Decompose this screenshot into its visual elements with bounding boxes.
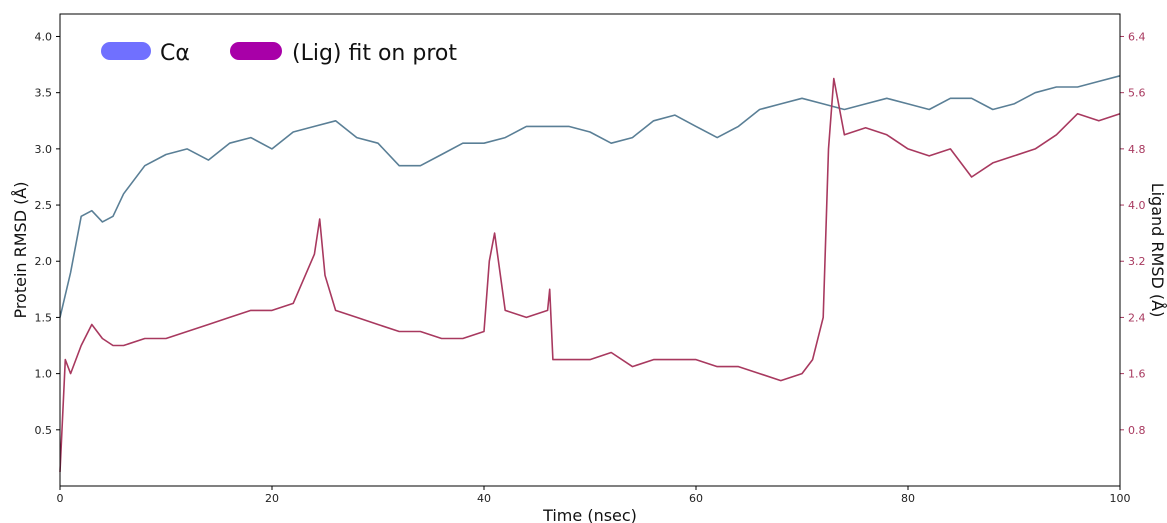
x-tick-label: 0: [57, 492, 64, 505]
legend: Cα (Lig) fit on prot: [101, 41, 457, 66]
series-line-ligand: [59, 77, 1121, 473]
series-line-protein: [59, 75, 1121, 318]
y-axis-label: Protein RMSD (Å): [11, 181, 30, 318]
y-tick-label: 3.0: [35, 143, 53, 156]
y-tick-label: 1.5: [35, 311, 53, 324]
y-tick-label: 2.0: [35, 255, 53, 268]
legend-swatch-protein: [101, 42, 151, 60]
y-tick-label: 0.5: [35, 424, 53, 437]
x-tick-label: 20: [265, 492, 279, 505]
x-tick-label: 60: [689, 492, 703, 505]
plot-frame: [59, 13, 1121, 487]
y2-tick-label: 3.2: [1128, 255, 1146, 268]
series-layer: [59, 75, 1121, 473]
y2-tick-label: 6.4: [1128, 30, 1146, 43]
y2-tick-label: 4.0: [1128, 199, 1146, 212]
ticks-layer: 0 20 40 60 80 100 0.5 1.0 1.5 2.0 2.5 3.0 3.5 4.0 0.8 1…: [35, 30, 1146, 505]
y-tick-label: 2.5: [35, 199, 53, 212]
x-axis-label: Time (nsec): [542, 506, 637, 523]
y2-tick-label: 5.6: [1128, 87, 1146, 100]
y2-axis-label: Ligand RMSD (Å): [1148, 183, 1167, 318]
legend-label-protein: Cα: [160, 41, 190, 66]
y2-tick-label: 4.8: [1128, 143, 1146, 156]
y2-tick-label: 2.4: [1128, 311, 1146, 324]
x-tick-label: 80: [901, 492, 915, 505]
y-tick-label: 1.0: [35, 368, 53, 381]
y2-tick-label: 1.6: [1128, 368, 1146, 381]
y-tick-label: 3.5: [35, 87, 53, 100]
y-tick-label: 4.0: [35, 30, 53, 43]
legend-label-ligand: (Lig) fit on prot: [292, 41, 457, 66]
legend-swatch-ligand: [230, 42, 282, 60]
x-tick-label: 40: [477, 492, 491, 505]
y2-tick-label: 0.8: [1128, 424, 1146, 437]
x-tick-label: 100: [1110, 492, 1131, 505]
